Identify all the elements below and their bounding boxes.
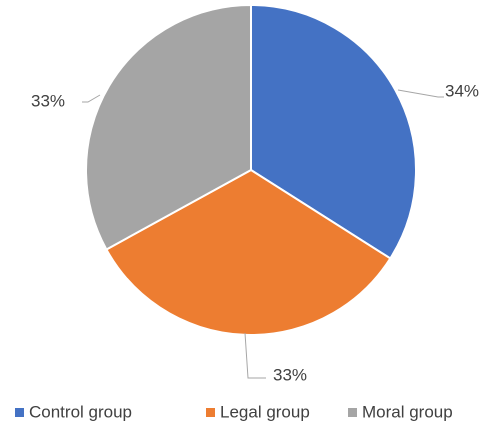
legend-label: Legal group bbox=[220, 402, 310, 421]
legend-swatch bbox=[206, 408, 215, 417]
data-label: 33% bbox=[31, 91, 65, 110]
legend-label: Moral group bbox=[362, 402, 453, 421]
legend-swatch bbox=[15, 408, 24, 417]
legend-swatch bbox=[348, 408, 357, 417]
leader-line bbox=[397, 89, 444, 98]
leader-line bbox=[244, 332, 266, 379]
data-label: 34% bbox=[445, 81, 479, 100]
pie-slice bbox=[85, 3, 252, 251]
leader-line bbox=[82, 94, 101, 103]
legend-label: Control group bbox=[29, 402, 132, 421]
data-label: 33% bbox=[273, 365, 307, 384]
